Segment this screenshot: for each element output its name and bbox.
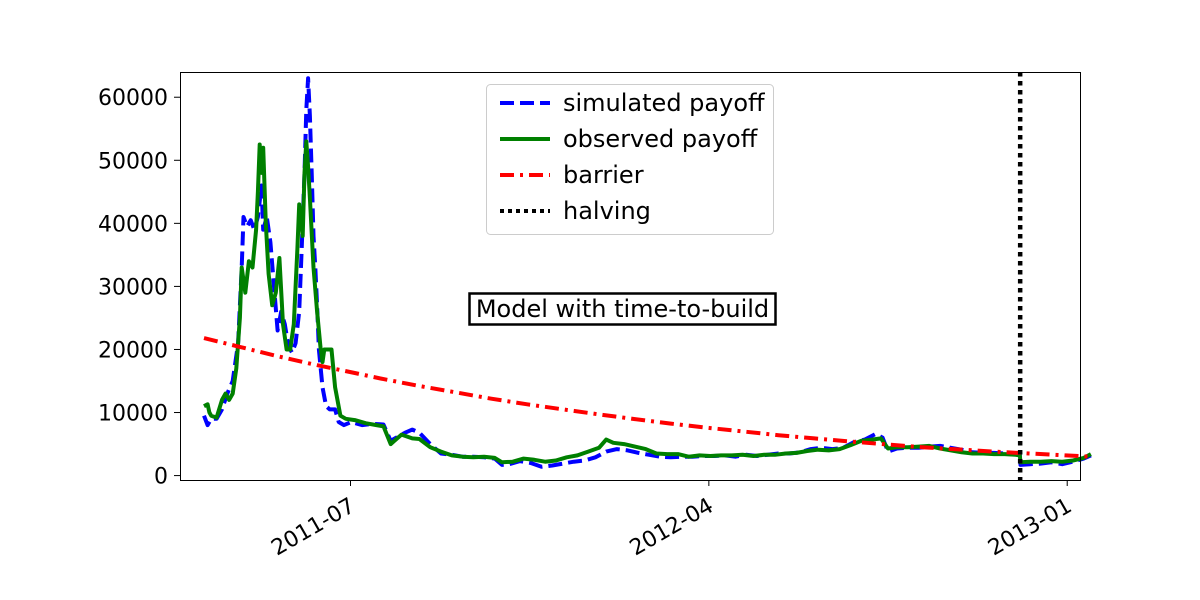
x-tick-label: 2012-04 [626,494,718,562]
y-tick-label: 20000 [98,338,168,363]
y-tick-label: 30000 [98,275,168,300]
y-tick-label: 10000 [98,402,168,427]
y-tick-label: 50000 [98,149,168,174]
annotation-frame [468,292,777,326]
legend: simulated payoff observed payoff barrier… [486,84,774,235]
legend-frame [486,84,774,235]
annotation-text: Model with time-to-build [476,295,769,323]
legend-label-barrier: barrier [563,161,644,189]
series-layer [202,76,1092,469]
annotation-box: Model with time-to-build [468,292,777,326]
x-axis: 2011-07 2012-04 2013-01 [267,480,1076,561]
series-line-simulated-payoff [202,76,1092,469]
y-axis: 0 10000 20000 30000 40000 50000 60000 [98,86,180,490]
x-tick-label: 2011-07 [267,494,359,562]
y-tick-label: 0 [154,465,168,490]
plot-frame [180,72,1081,481]
legend-label-halving: halving [563,197,651,225]
y-tick-label: 60000 [98,86,168,111]
x-tick-label: 2013-01 [984,494,1076,562]
series-line-barrier [203,336,1092,459]
legend-label-simulated: simulated payoff [563,89,765,117]
legend-label-observed: observed payoff [563,125,758,153]
y-tick-label: 40000 [98,212,168,237]
